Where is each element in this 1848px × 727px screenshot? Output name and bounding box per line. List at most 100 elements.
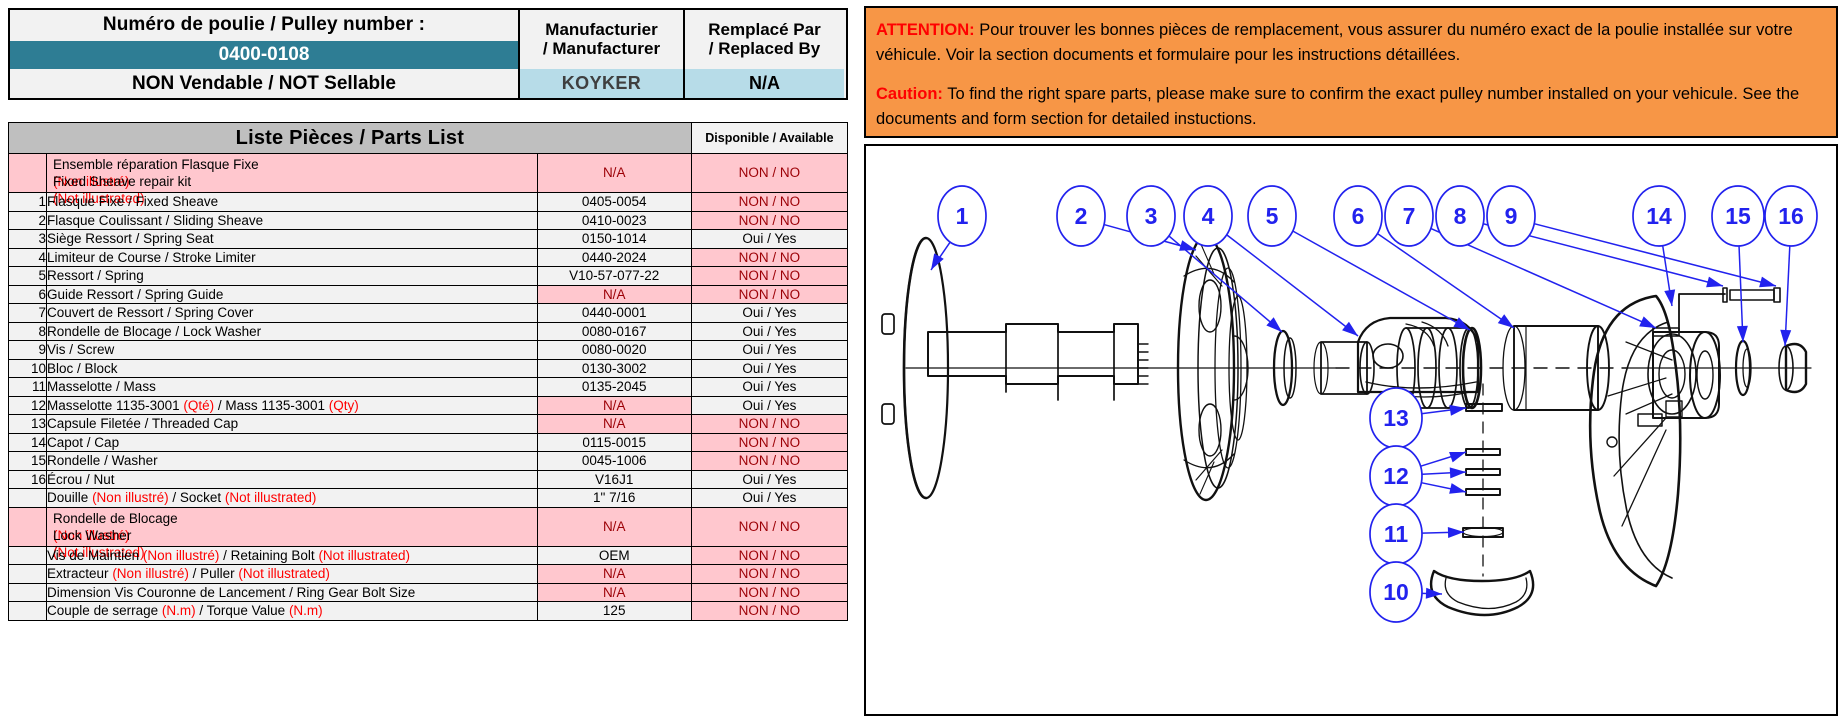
leader-arrow-8 <box>1706 276 1723 288</box>
row-number <box>7 153 48 193</box>
callout-label-12: 12 <box>1383 463 1409 489</box>
callout-label-8: 8 <box>1454 203 1467 229</box>
callout-label-13: 13 <box>1383 405 1409 431</box>
leader-arrow-1 <box>931 253 944 270</box>
replaced-by-group: Remplacé Par / Replaced By N/A <box>685 10 844 98</box>
part-name: Guide Ressort / Spring Guide <box>46 284 538 304</box>
table-row: 11 Masselotte / Mass 0135-2045 Oui / Yes <box>7 377 849 397</box>
part-number: N/A <box>536 284 692 304</box>
row-number: 2 <box>7 210 48 230</box>
callout-circle-2 <box>1056 185 1106 247</box>
callout-circle-10 <box>1369 561 1423 623</box>
callout-label-5: 5 <box>1266 203 1279 229</box>
part-name: Limiteur de Course / Stroke Limiter <box>46 247 538 267</box>
table-row: 12 Masselotte 1135-3001 (Qté) / Mass 1135… <box>7 395 849 415</box>
callout-label-15: 15 <box>1725 203 1751 229</box>
parts-list-header-row: Liste Pièces / Parts List Disponible / A… <box>8 122 849 154</box>
manufacturer-header-line1: Manufacturier <box>545 20 658 40</box>
table-row: Douille (Non illustré) / Socket (Not ill… <box>7 488 849 508</box>
part-number: 0080-0167 <box>536 321 692 341</box>
table-row: 15 Rondelle / Washer 0045-1006 NON / NO <box>7 451 849 471</box>
row-number: 11 <box>7 377 48 397</box>
availability-status: NON / NO <box>690 506 849 547</box>
part-number: V10-57-077-22 <box>536 266 692 286</box>
sellable-status: NON Vendable / NOT Sellable <box>132 72 396 94</box>
part-name: Capot / Cap <box>46 432 538 452</box>
availability-status: NON / NO <box>690 284 849 304</box>
leader-arrow-6 <box>1497 314 1514 328</box>
availability-status: NON / NO <box>690 210 849 230</box>
callout-circle-7 <box>1384 185 1434 247</box>
callout-label-4: 4 <box>1202 203 1215 229</box>
row-number: 15 <box>7 451 48 471</box>
table-row: 8 Rondelle de Blocage / Lock Washer 0080-0… <box>7 321 849 341</box>
part-name: Rondelle de Blocage (Non illustré) /Lock… <box>46 506 538 560</box>
row-number: 13 <box>7 414 48 434</box>
leader-arrow-12 <box>1449 467 1466 479</box>
table-row: Extracteur (Non illustré) / Puller (Not … <box>7 564 849 584</box>
row-number: 6 <box>7 284 48 304</box>
callout-circle-1 <box>937 185 987 247</box>
table-row: 9 Vis / Screw 0080-0020 Oui / Yes <box>7 340 849 360</box>
callout-label-14: 14 <box>1646 203 1672 229</box>
callout-arrowheads <box>931 240 1792 599</box>
row-number: 4 <box>7 247 48 267</box>
warning-text-en: To find the right spare parts, please ma… <box>876 85 1800 129</box>
part-number: 0130-3002 <box>536 358 692 378</box>
part-name: Ressort / Spring <box>46 266 538 286</box>
leader-arrow-11 <box>1447 526 1464 538</box>
part-name: Écrou / Nut <box>46 469 538 489</box>
part-number: N/A <box>536 582 692 602</box>
part-number: 0045-1006 <box>536 451 692 471</box>
table-row: Vis de Maintien (Non illustré) / Retaini… <box>7 545 849 565</box>
table-row: 4 Limiteur de Course / Stroke Limiter 0440… <box>7 247 849 267</box>
part-name: Siège Ressort / Spring Seat <box>46 229 538 249</box>
callout-label-10: 10 <box>1383 579 1409 605</box>
part-number: 0405-0054 <box>536 192 692 212</box>
row-number: 14 <box>7 432 48 452</box>
availability-status: Oui / Yes <box>690 469 849 489</box>
row-number: 5 <box>7 266 48 286</box>
part-number: N/A <box>536 153 692 193</box>
part-name: Couple de serrage (N.m) / Torque Value (… <box>46 601 538 621</box>
leader-arrow-14 <box>1664 289 1676 306</box>
table-row: 2 Flasque Coulissant / Sliding Sheave 0410… <box>7 210 849 230</box>
callout-label-16: 16 <box>1778 203 1804 229</box>
availability-status: NON / NO <box>690 545 849 565</box>
row-number <box>7 564 48 584</box>
manufacturer-header: Manufacturier / Manufacturer <box>520 10 683 69</box>
available-column-header: Disponible / Available <box>690 122 849 154</box>
part-number: V16J1 <box>536 469 692 489</box>
diagram-parts-group <box>881 234 1812 617</box>
part-name: Rondelle de Blocage / Lock Washer <box>46 321 538 341</box>
part-number: OEM <box>536 545 692 565</box>
availability-status: NON / NO <box>690 601 849 621</box>
part-name: Bloc / Block <box>46 358 538 378</box>
row-number <box>7 582 48 602</box>
table-row: 7 Couvert de Ressort / Spring Cover 0440-0… <box>7 303 849 323</box>
callout-circle-6 <box>1333 185 1383 247</box>
exploded-view-diagram: 1 2 3 4 5 6 7 8 9 14 15 16 13 12 11 10 <box>864 144 1838 716</box>
availability-status: NON / NO <box>690 192 849 212</box>
part-name: Flasque Coulissant / Sliding Sheave <box>46 210 538 230</box>
manufacturer-value: KOYKER <box>520 69 683 98</box>
part-number: N/A <box>536 414 692 434</box>
part-number: N/A <box>536 395 692 415</box>
parts-list-title: Liste Pièces / Parts List <box>8 122 692 154</box>
row-number: 3 <box>7 229 48 249</box>
part-number: 125 <box>536 601 692 621</box>
warning-paragraph-en: Caution: To find the right spare parts, … <box>876 82 1824 132</box>
callout-label-9: 9 <box>1505 203 1518 229</box>
row-number: 8 <box>7 321 48 341</box>
row-number <box>7 545 48 565</box>
part-number: 0135-2045 <box>536 377 692 397</box>
part-name: Vis de Maintien (Non illustré) / Retaini… <box>46 545 538 565</box>
callout-label-2: 2 <box>1075 203 1088 229</box>
table-row: 13 Capsule Filetée / Threaded Cap N/A NON /… <box>7 414 849 434</box>
part-name: Flasque Fixe / Fixed Sheave <box>46 192 538 212</box>
callout-label-3: 3 <box>1145 203 1158 229</box>
part-name: Capsule Filetée / Threaded Cap <box>46 414 538 434</box>
